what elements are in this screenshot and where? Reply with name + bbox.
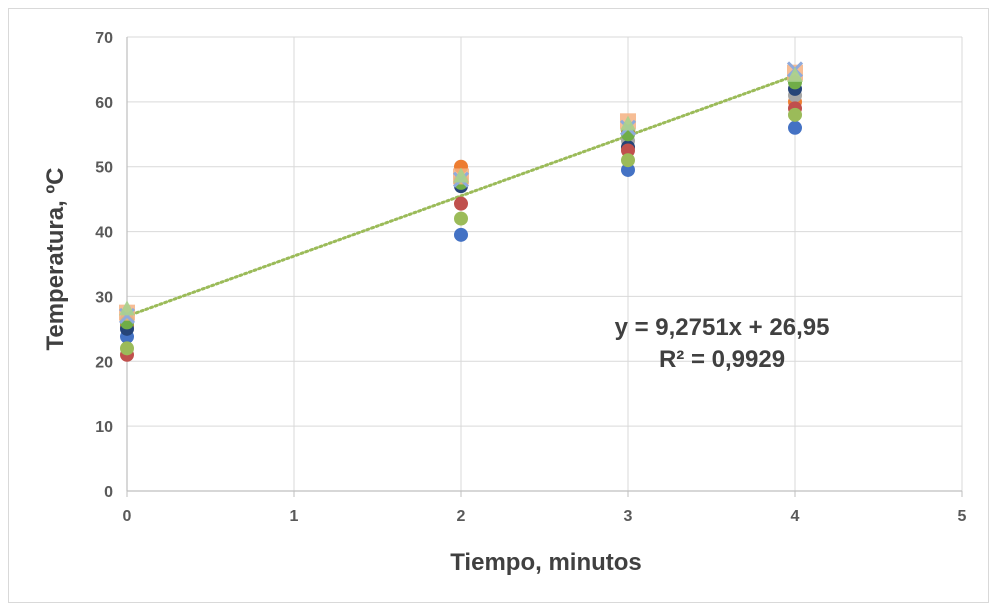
y-tick-label: 40: [95, 225, 113, 242]
x-tick-label: 0: [123, 508, 132, 525]
y-tick-label: 50: [95, 160, 113, 177]
y-tick-label: 60: [95, 95, 113, 112]
y-tick-label: 30: [95, 289, 113, 306]
x-axis-title: Tiempo, minutos: [450, 549, 642, 576]
series-1-point: [621, 162, 635, 177]
series-10-point: [787, 66, 803, 82]
y-tick-label: 20: [95, 354, 113, 371]
series-10-point: [453, 167, 469, 183]
scatter-chart: 0 10 20 30 40 50 60 70 0 1 2 3 4 5 Tiempo, minutos Te…: [42, 30, 967, 576]
trendline-r-squared: R² = 0,9929: [659, 346, 785, 373]
chart-frame: 0 10 20 30 40 50 60 70 0 1 2 3 4 5 Tiempo, minutos Te…: [8, 8, 989, 603]
x-tick-label: 2: [457, 508, 466, 525]
series-6-point: [454, 211, 468, 226]
series-6-point: [788, 107, 802, 122]
series-5-point: [454, 196, 468, 211]
series-1-point: [454, 227, 468, 242]
x-tick-label: 4: [791, 508, 800, 525]
series-10-point: [119, 300, 135, 316]
series-6-point: [621, 153, 635, 168]
y-tick-label: 70: [95, 30, 113, 47]
y-axis-title: Temperatura, ºC: [42, 167, 69, 350]
series-1-point: [788, 120, 802, 135]
x-tick-label: 5: [958, 508, 967, 525]
x-tick-label: 1: [290, 508, 299, 525]
x-tick-label: 3: [624, 508, 633, 525]
trendline: [125, 74, 797, 318]
data-points: [118, 61, 804, 362]
y-tick-label: 10: [95, 419, 113, 436]
series-10-point: [620, 115, 636, 131]
tick-labels: 0 10 20 30 40 50 60 70 0 1 2 3 4 5: [95, 30, 966, 525]
series-5-point: [621, 143, 635, 158]
y-tick-label: 0: [104, 484, 113, 501]
series-6-point: [120, 341, 134, 356]
trendline-equation: y = 9,2751x + 26,95: [615, 314, 830, 341]
trendline-group: [125, 74, 797, 318]
gridlines: [127, 36, 963, 491]
axes: [126, 37, 963, 497]
